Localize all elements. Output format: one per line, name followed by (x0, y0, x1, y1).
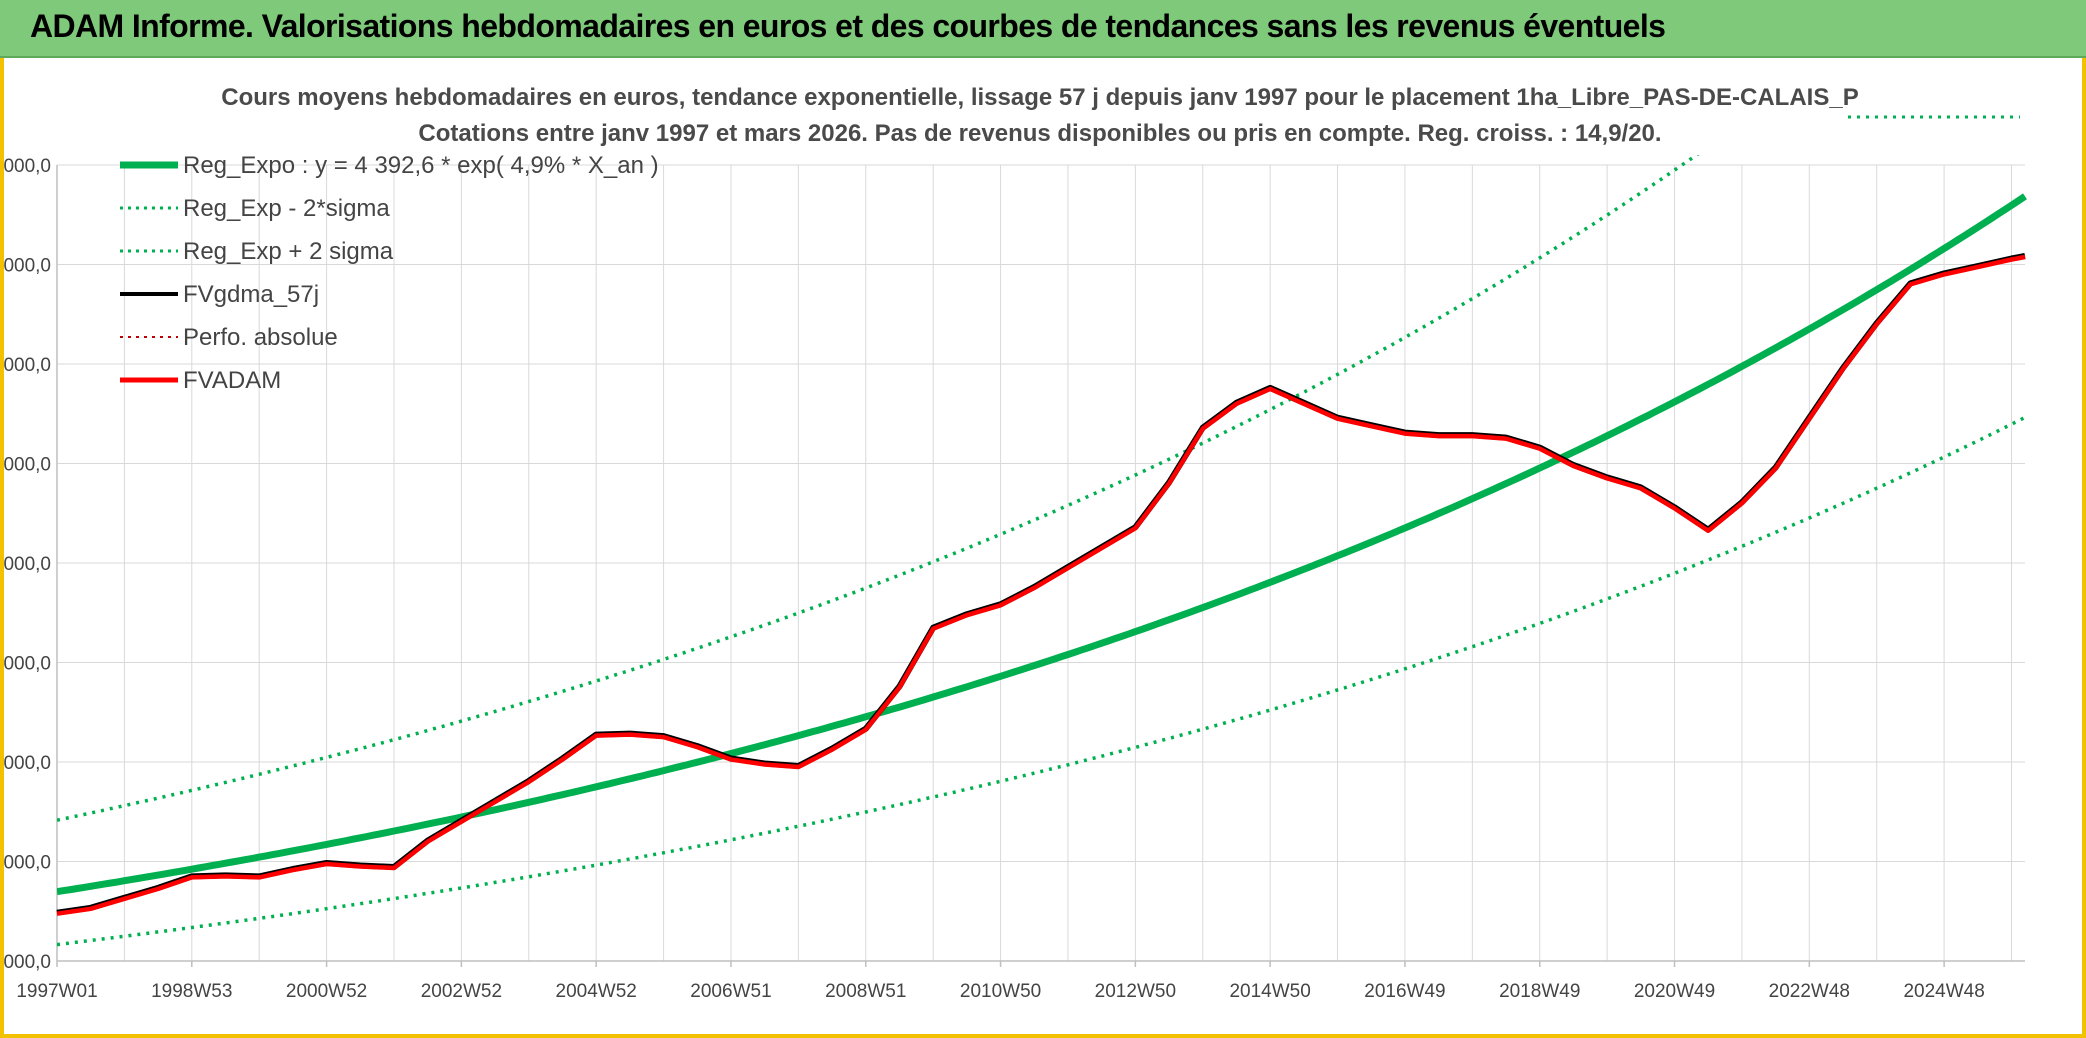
y-tick-label: 13 000,0 (0, 455, 51, 476)
x-tick-label: 2016W49 (1364, 981, 1445, 1002)
x-tick-label: 2000W52 (286, 981, 367, 1002)
line-chart: Cours moyens hebdomadaires en euros, ten… (0, 84, 2027, 1002)
legend-label: FVgdma_57j (183, 281, 319, 308)
x-tick-label: 2004W52 (556, 981, 637, 1002)
x-tick-label: 2006W51 (690, 981, 771, 1002)
x-axis: 1997W01 1998W53 2000W52 2002W52 2004W52 2006W… (16, 960, 2025, 1002)
chart-title-line1: Cours moyens hebdomadaires en euros, ten… (221, 84, 1858, 111)
x-tick-label: 2024W48 (1903, 981, 1984, 1002)
series-reg-exp-minus-2sigma (57, 415, 2026, 947)
y-tick-label: 9 000,0 (0, 654, 51, 675)
x-tick-label: 2008W51 (825, 981, 906, 1002)
y-tick-label: 5 000,0 (0, 853, 51, 874)
x-tick-label: 2010W50 (960, 981, 1041, 1002)
chart-series (56, 155, 2027, 947)
chart-legend: Reg_Expo : y = 4 392,6 * exp( 4,9% * X_a… (120, 152, 659, 394)
page-title: ADAM Informe. Valorisations hebdomadaire… (30, 8, 1666, 44)
y-tick-label: 17 000,0 (0, 256, 51, 277)
y-tick-label: 15 000,0 (0, 355, 51, 376)
x-tick-label: 2002W52 (421, 981, 502, 1002)
series-reg-expo (57, 193, 2027, 896)
x-tick-label: 1998W53 (151, 981, 232, 1002)
legend-label: FVADAM (183, 367, 281, 394)
legend-label: Reg_Expo : y = 4 392,6 * exp( 4,9% * X_a… (183, 152, 659, 179)
y-tick-label: 11 000,0 (0, 554, 51, 575)
x-tick-label: 2012W50 (1095, 981, 1176, 1002)
y-axis: 3 000,0 5 000,0 7 000,0 9 000,0 11 000,0 13 0… (0, 156, 58, 973)
x-tick-label: 2014W50 (1229, 981, 1310, 1002)
x-tick-label: 2018W49 (1499, 981, 1580, 1002)
y-tick-label: 3 000,0 (0, 952, 51, 973)
chart-title-line2: Cotations entre janv 1997 et mars 2026. … (418, 120, 1661, 147)
series-fvadam (56, 254, 2026, 916)
y-tick-label: 7 000,0 (0, 753, 51, 774)
header-banner: ADAM Informe. Valorisations hebdomadaire… (0, 0, 2086, 58)
legend-label: Reg_Exp + 2 sigma (183, 238, 394, 265)
x-tick-label: 2022W48 (1769, 981, 1850, 1002)
legend-label: Perfo. absolue (183, 324, 338, 351)
x-tick-label: 2020W49 (1634, 981, 1715, 1002)
y-tick-label: 19 000,0 (0, 156, 51, 177)
legend-label: Reg_Exp - 2*sigma (183, 195, 390, 222)
x-tick-label: 1997W01 (16, 981, 97, 1002)
